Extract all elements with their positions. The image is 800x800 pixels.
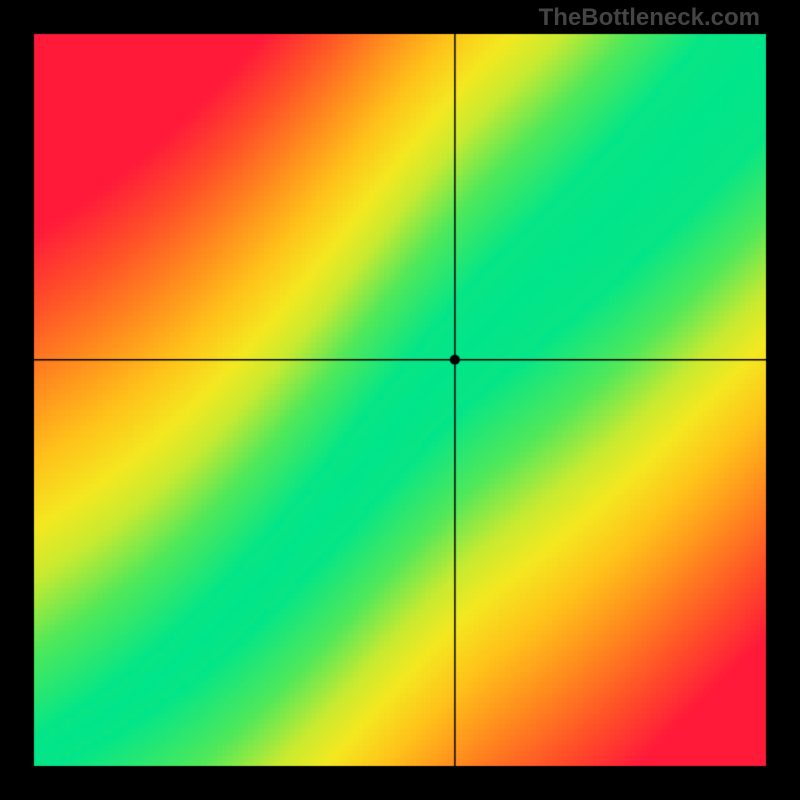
- watermark-text: TheBottleneck.com: [539, 4, 760, 32]
- bottleneck-heatmap: [0, 0, 800, 800]
- chart-container: TheBottleneck.com: [0, 0, 800, 800]
